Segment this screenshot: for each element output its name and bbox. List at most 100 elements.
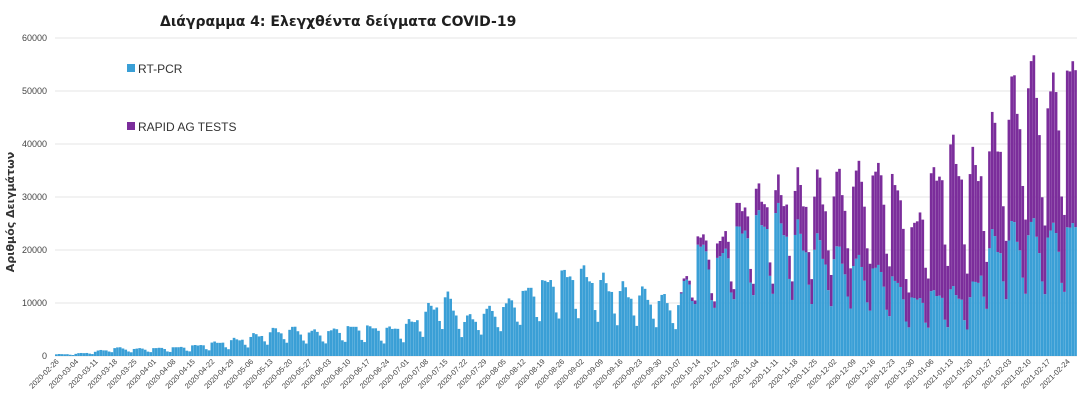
bar-rapid-ag — [979, 176, 983, 276]
bar-rt-pcr — [177, 347, 180, 356]
bar-rt-pcr — [441, 329, 444, 356]
bar-rt-pcr — [585, 277, 589, 356]
bar-rt-pcr — [374, 328, 378, 356]
bar-rt-pcr — [671, 323, 675, 356]
bar-rt-pcr — [849, 308, 852, 356]
bar-rapid-ag — [885, 253, 889, 310]
bar-rt-pcr — [60, 354, 64, 356]
bar-rt-pcr — [974, 281, 977, 356]
bar-rt-pcr — [129, 352, 133, 356]
bar-rt-pcr — [652, 318, 655, 356]
bar-rt-pcr — [618, 291, 622, 356]
bar-rt-pcr — [335, 329, 339, 356]
bar-rt-pcr — [599, 280, 602, 356]
bar-rt-pcr — [213, 341, 216, 356]
bar-rapid-ag — [763, 204, 766, 227]
bar-rt-pcr — [257, 336, 261, 356]
bar-rt-pcr — [1057, 251, 1061, 356]
bar-rt-pcr — [127, 351, 130, 356]
bar-rt-pcr — [807, 284, 811, 356]
bar-rt-pcr — [71, 355, 75, 356]
bar-rt-pcr — [463, 321, 466, 356]
y-axis-label: Αριθμός Δειγμάτων — [4, 152, 17, 272]
bar-rt-pcr — [752, 295, 755, 356]
bar-rt-pcr — [296, 331, 300, 356]
legend: RT-PCR RAPID AG TESTS — [127, 62, 236, 134]
bar-rt-pcr — [879, 271, 883, 356]
bar-rt-pcr — [102, 350, 105, 356]
bar-rt-pcr — [935, 296, 939, 356]
bar-rt-pcr — [824, 264, 827, 356]
bar-rapid-ag — [1024, 219, 1027, 294]
bar-rt-pcr — [104, 350, 108, 356]
y-tick-label: 20000 — [22, 245, 47, 255]
bar-rt-pcr — [207, 350, 211, 356]
bar-rt-pcr — [718, 256, 722, 356]
bar-rt-pcr — [913, 297, 916, 356]
bar-rt-pcr — [460, 337, 464, 356]
bar-rt-pcr — [63, 354, 66, 356]
bar-rt-pcr — [1049, 230, 1052, 356]
bar-rt-pcr — [677, 305, 680, 356]
bar-rt-pcr — [327, 331, 330, 356]
bar-rt-pcr — [566, 277, 569, 356]
y-tick-label: 0 — [42, 351, 47, 361]
bar-rt-pcr — [471, 319, 475, 356]
bar-rt-pcr — [932, 290, 936, 356]
bar-rt-pcr — [813, 249, 816, 356]
bar-rt-pcr — [1027, 235, 1030, 356]
bar-rapid-ag — [710, 293, 714, 301]
bar-rt-pcr — [754, 215, 758, 356]
bar-rapid-ag — [960, 179, 963, 300]
bar-rt-pcr — [804, 252, 808, 356]
bar-rapid-ag — [693, 300, 697, 305]
y-tick-label: 60000 — [22, 33, 47, 43]
bar-rapid-ag — [824, 211, 827, 265]
bar-rapid-ag — [988, 151, 991, 249]
bar-rt-pcr — [890, 276, 894, 356]
bar-rt-pcr — [896, 282, 900, 356]
bar-rapid-ag — [840, 195, 844, 264]
bar-rt-pcr — [871, 268, 875, 356]
bar-rapid-ag — [754, 188, 758, 216]
bar-rapid-ag — [829, 274, 833, 307]
bar-rt-pcr — [679, 293, 683, 356]
bar-rt-pcr — [688, 284, 691, 356]
bar-rt-pcr — [707, 269, 711, 356]
bar-rt-pcr — [379, 340, 383, 356]
bar-rt-pcr — [282, 339, 286, 356]
bar-rt-pcr — [88, 353, 91, 356]
bar-rt-pcr — [838, 246, 841, 356]
bar-rt-pcr — [999, 253, 1002, 356]
bar-rt-pcr — [690, 300, 694, 356]
bar-rt-pcr — [1021, 277, 1025, 356]
bar-rapid-ag — [879, 175, 883, 272]
bar-rt-pcr — [977, 282, 980, 356]
bar-rapid-ag — [888, 266, 891, 317]
bar-rt-pcr — [163, 349, 166, 356]
bar-rt-pcr — [188, 351, 191, 356]
bar-rt-pcr — [1035, 236, 1038, 356]
bar-rt-pcr — [118, 347, 122, 356]
bar-rt-pcr — [790, 299, 794, 356]
x-axis-ticks: 2020-02-262020-03-042020-03-112020-03-18… — [27, 357, 1071, 390]
bar-rapid-ag — [807, 252, 811, 285]
bar-rapid-ag — [1027, 88, 1030, 236]
bar-rapid-ag — [810, 279, 814, 305]
bar-rapid-ag — [815, 169, 819, 234]
bar-rapid-ag — [893, 185, 897, 281]
bar-rt-pcr — [818, 240, 822, 356]
bar-rapid-ag — [804, 206, 808, 253]
bar-rapid-ag — [924, 267, 927, 323]
bar-rt-pcr — [749, 282, 752, 356]
bar-rt-pcr — [715, 257, 719, 356]
bar-rapid-ag — [982, 231, 986, 297]
bar-rt-pcr — [993, 236, 997, 356]
bar-rapid-ag — [715, 243, 719, 258]
bar-rt-pcr — [657, 300, 661, 356]
bar-rt-pcr — [468, 314, 472, 356]
bar-rt-pcr — [457, 328, 461, 356]
bar-rapid-ag — [993, 122, 997, 237]
bar-rt-pcr — [421, 336, 425, 356]
bar-rapid-ag — [690, 297, 694, 301]
